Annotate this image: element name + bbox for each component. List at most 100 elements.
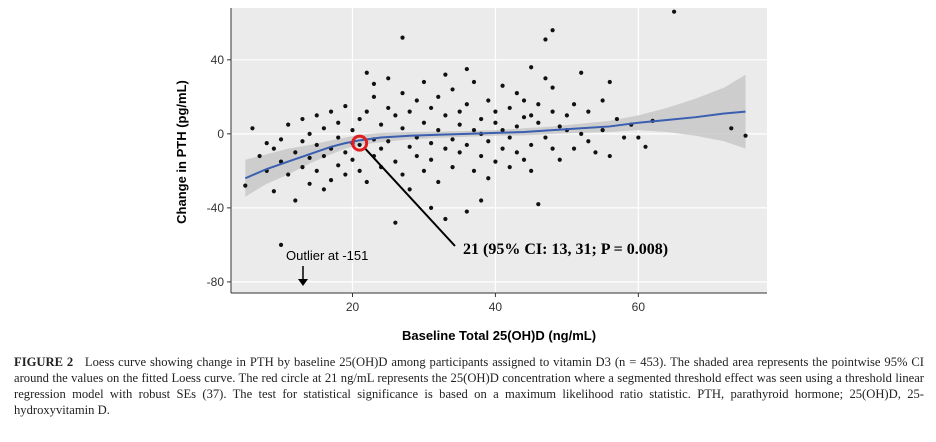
data-point: [564, 113, 569, 118]
data-point: [607, 153, 612, 159]
data-point: [443, 72, 448, 77]
figure-label: FIGURE 2: [14, 355, 74, 369]
data-point: [250, 126, 255, 131]
caption-text: Loess curve showing change in PTH by bas…: [14, 355, 924, 417]
data-point: [271, 146, 276, 151]
data-point: [521, 115, 527, 120]
data-point: [536, 102, 541, 107]
data-point: [450, 165, 455, 170]
data-point: [307, 155, 312, 161]
data-point: [436, 179, 441, 185]
data-point: [307, 131, 312, 136]
data-point: [493, 120, 498, 125]
data-point: [429, 157, 434, 162]
annotation-arrow: [364, 148, 456, 247]
data-points: [243, 9, 748, 247]
data-point: [357, 168, 362, 173]
data-point: [543, 76, 548, 81]
data-point: [429, 140, 434, 146]
data-point: [278, 242, 284, 247]
data-point: [600, 128, 605, 133]
data-point: [571, 102, 577, 107]
data-point: [407, 109, 412, 114]
data-point: [357, 142, 362, 148]
data-point: [443, 216, 448, 222]
data-point: [400, 91, 405, 96]
y-tick-label: -80: [207, 275, 225, 289]
data-point: [421, 120, 427, 125]
data-point: [464, 102, 469, 107]
data-point: [500, 83, 505, 88]
scatter-chart: 21 (95% CI: 13, 31; P = 0.008) Outlier a…: [174, 8, 767, 343]
data-point: [743, 133, 748, 138]
data-point: [429, 205, 434, 210]
data-point: [579, 70, 584, 75]
data-point: [579, 131, 584, 136]
data-point: [486, 98, 491, 103]
outlier-arrow: [298, 266, 308, 286]
outlier-label: Outlier at -151: [286, 248, 368, 263]
axis-ticks: 20 40 60 -80 -40 0 40: [207, 8, 767, 314]
data-point: [507, 165, 512, 170]
data-point: [464, 142, 469, 148]
data-point: [479, 153, 484, 159]
data-point: [557, 157, 562, 162]
data-point: [393, 159, 398, 164]
data-point: [457, 150, 462, 155]
data-point: [550, 146, 555, 151]
data-point: [257, 153, 262, 159]
data-point: [350, 128, 355, 133]
data-point: [550, 109, 555, 114]
data-point: [486, 176, 491, 181]
data-point: [436, 128, 441, 133]
data-point: [450, 137, 455, 142]
data-point: [543, 135, 548, 140]
data-point: [514, 150, 519, 155]
x-tick-label: 40: [489, 300, 503, 314]
data-point: [393, 220, 398, 225]
data-point: [378, 122, 384, 127]
data-point: [314, 142, 319, 148]
data-point: [328, 178, 334, 183]
data-point: [386, 139, 391, 144]
data-point: [414, 153, 419, 159]
data-point: [286, 122, 291, 127]
data-point: [307, 181, 312, 186]
x-tick-label: 60: [632, 300, 646, 314]
data-point: [471, 128, 477, 133]
data-point: [443, 113, 448, 118]
threshold-annotation: 21 (95% CI: 13, 31; P = 0.008): [463, 241, 668, 258]
data-point: [400, 35, 405, 40]
data-point: [479, 198, 484, 203]
data-point: [371, 94, 377, 99]
data-point: [464, 209, 469, 214]
data-point: [457, 109, 462, 114]
data-point: [314, 113, 319, 118]
data-point: [521, 157, 527, 162]
data-point: [407, 187, 412, 192]
data-point: [464, 66, 469, 72]
x-axis-label: Baseline Total 25(OH)D (ng/mL): [402, 328, 596, 343]
data-point: [321, 187, 327, 192]
figure-caption: FIGURE 2 Loess curve showing change in P…: [14, 354, 924, 418]
data-point: [421, 79, 427, 85]
data-point: [343, 172, 348, 177]
data-point: [429, 105, 434, 111]
y-tick-label: 0: [217, 127, 224, 141]
data-point: [407, 144, 412, 149]
data-point: [364, 179, 369, 185]
data-point: [636, 135, 641, 140]
data-point: [643, 144, 648, 149]
data-point: [421, 168, 427, 173]
data-point: [600, 98, 605, 103]
data-point: [321, 126, 327, 131]
data-point: [507, 105, 512, 111]
data-point: [550, 85, 555, 90]
data-point: [471, 168, 477, 173]
data-point: [336, 135, 341, 140]
data-point: [457, 122, 462, 127]
data-point: [364, 70, 369, 75]
loess-curve: [244, 110, 746, 180]
data-point: [400, 172, 405, 177]
data-point: [486, 139, 491, 144]
